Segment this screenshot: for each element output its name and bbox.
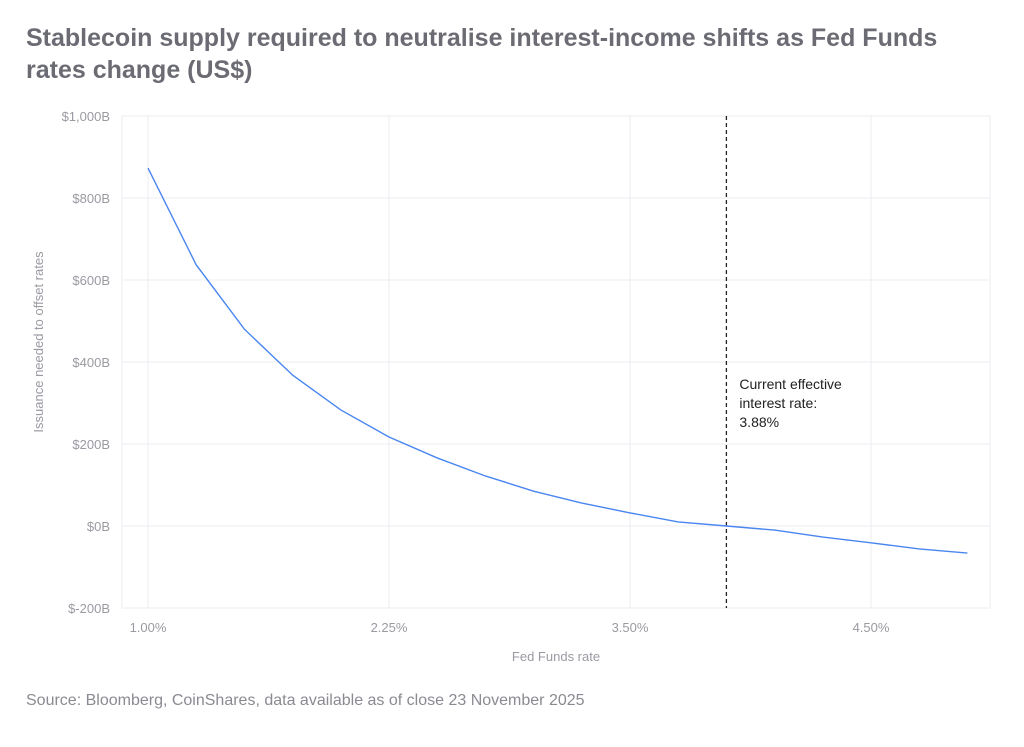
annotation-text: interest rate: bbox=[739, 395, 817, 411]
x-tick-label: 3.50% bbox=[612, 620, 649, 635]
y-tick-label: $-200B bbox=[68, 601, 110, 616]
y-tick-label: $1,000B bbox=[62, 109, 110, 124]
y-axis-label: Issuance needed to offset rates bbox=[31, 251, 46, 433]
chart-title: Stablecoin supply required to neutralise… bbox=[26, 24, 938, 84]
y-tick-label: $800B bbox=[72, 191, 110, 206]
y-tick-label: $0B bbox=[87, 519, 110, 534]
y-tick-label: $600B bbox=[72, 273, 110, 288]
series-line bbox=[147, 167, 968, 554]
annotation-text: 3.88% bbox=[739, 414, 779, 430]
y-tick-label: $200B bbox=[72, 437, 110, 452]
annotation-text: Current effective bbox=[739, 376, 842, 392]
source-note: Source: Bloomberg, CoinShares, data avai… bbox=[26, 692, 585, 709]
x-axis-label: Fed Funds rate bbox=[512, 649, 600, 664]
x-tick-label: 4.50% bbox=[853, 620, 890, 635]
x-tick-label: 1.00% bbox=[130, 620, 167, 635]
x-tick-label: 2.25% bbox=[371, 620, 408, 635]
y-tick-label: $400B bbox=[72, 355, 110, 370]
